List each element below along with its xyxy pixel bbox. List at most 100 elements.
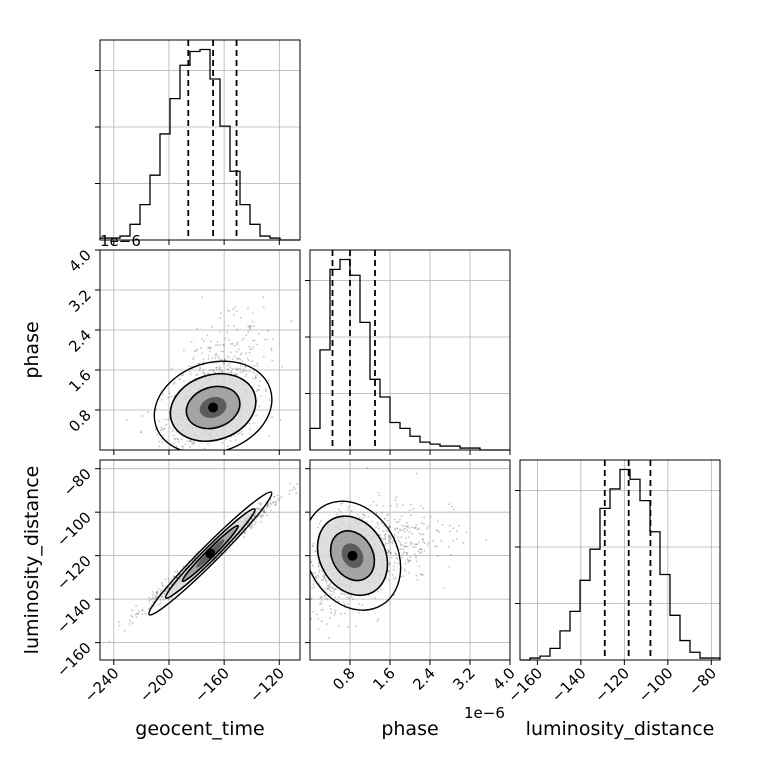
scatter-point-ph-ld-798 [346, 602, 349, 605]
scatter-point-gt-ph-53 [161, 398, 163, 401]
scatter-point-ph-ld-272 [434, 545, 437, 548]
scatter-point-gt-ld-158 [243, 531, 246, 534]
scatter-point-ph-ld-31 [337, 600, 340, 603]
scatter-point-gt-ph-185 [268, 379, 270, 382]
scatter-point-ph-ld-854 [326, 584, 329, 587]
scatter-point-ph-ld-756 [341, 502, 344, 505]
scatter-point-gt-ph-254 [201, 352, 203, 355]
scatter-point-ph-ld-380 [388, 526, 391, 529]
scatter-point-gt-ph-222 [253, 339, 256, 342]
scatter-point-gt-ld-263 [292, 486, 295, 488]
scatter-point-gt-ld-139 [141, 609, 144, 612]
scatter-point-gt-ph-36 [162, 428, 165, 431]
scatter-point-ph-ld-73 [421, 574, 424, 576]
scatter-point-gt-ld-355 [260, 516, 262, 518]
scatter-point-gt-ld-897 [152, 605, 155, 608]
scatter-point-ph-ld-353 [395, 521, 398, 524]
scatter-point-ph-ld-646 [355, 625, 358, 627]
scatter-point-ph-ld-176 [329, 608, 332, 610]
scatter-point-gt-ph-725 [186, 440, 189, 443]
scatter-point-ph-ld-454 [312, 542, 315, 545]
scatter-point-gt-ph-280 [220, 369, 223, 372]
scatter-point-ph-ld-396 [422, 507, 425, 510]
scatter-point-gt-ph-332 [175, 445, 178, 448]
ytick-label-ld-2: −120 [53, 552, 95, 594]
scatter-point-ph-ld-532 [377, 491, 380, 494]
scatter-point-gt-ph-28 [182, 446, 184, 448]
scatter-point-ph-ld-871 [386, 519, 389, 522]
scatter-point-gt-ph-104 [239, 358, 242, 361]
scatter-point-ph-ld-76 [397, 531, 400, 534]
scatter-point-ph-ld-633 [387, 530, 390, 533]
scatter-point-gt-ph-15 [239, 353, 242, 356]
scatter-point-ph-ld-734 [318, 569, 321, 572]
scatter-point-ph-ld-732 [419, 552, 421, 554]
scatter-point-gt-ph-209 [256, 388, 259, 391]
scatter-point-gt-ph-94 [193, 350, 196, 352]
scatter-point-gt-ld-755 [165, 590, 168, 592]
scatter-point-gt-ph-266 [221, 371, 224, 374]
scatter-point-gt-ph-878 [208, 369, 211, 372]
scatter-point-ph-ld-706 [394, 499, 397, 502]
scatter-point-gt-ld-725 [277, 499, 280, 501]
scatter-point-gt-ph-521 [222, 344, 225, 346]
ylabel-luminosity-distance: luminosity_distance [21, 466, 43, 655]
scatter-point-ph-ld-718 [380, 537, 383, 539]
scatter-point-ph-ld-57 [320, 595, 323, 598]
scatter-point-ph-ld-375 [406, 529, 408, 531]
scatter-point-gt-ph-468 [239, 317, 242, 319]
scatter-point-ph-ld-253 [372, 500, 375, 503]
scatter-point-gt-ld-12 [249, 526, 251, 529]
scatter-point-ph-ld-290 [332, 591, 335, 593]
scatter-point-ph-ld-879 [416, 543, 418, 546]
scatter-point-ph-ld-420 [331, 587, 334, 589]
scatter-point-gt-ph-818 [195, 374, 198, 376]
scatter-point-ph-ld-111 [388, 525, 390, 528]
scatter-point-ph-ld-811 [397, 536, 399, 538]
scatter-point-ph-ld-210 [406, 546, 409, 548]
scatter-point-ph-ld-713 [406, 526, 409, 529]
scatter-point-ph-ld-621 [313, 586, 316, 588]
scatter-point-gt-ph-79 [264, 388, 267, 391]
scatter-point-ph-ld-514 [400, 515, 403, 518]
scatter-point-gt-ph-586 [224, 337, 227, 340]
scatter-point-gt-ld-745 [159, 589, 162, 592]
scatter-point-ph-ld-142 [436, 529, 439, 532]
scatter-point-ph-ld-257 [417, 550, 420, 553]
scatter-point-gt-ld-577 [275, 501, 277, 504]
scatter-point-gt-ph-731 [218, 368, 221, 371]
scatter-point-ph-ld-535 [322, 579, 324, 582]
scatter-point-ph-ld-285 [378, 527, 380, 530]
scatter-point-ph-ld-97 [325, 587, 328, 590]
scatter-point-gt-ld-128 [243, 531, 246, 534]
histogram-step-ld [520, 468, 721, 661]
scatter-point-ph-ld-617 [388, 536, 390, 539]
scatter-point-gt-ph-38 [182, 373, 185, 376]
scatter-point-gt-ld-381 [258, 502, 261, 505]
scatter-point-gt-ph-819 [260, 395, 262, 397]
scatter-point-ph-ld-700 [331, 586, 334, 589]
scatter-point-ph-ld-263 [427, 542, 430, 545]
scatter-point-ph-ld-480 [366, 467, 369, 469]
density-peak-gt-ld [205, 548, 216, 559]
scatter-point-gt-ph-167 [248, 325, 251, 328]
scatter-point-gt-ph-739 [237, 368, 240, 371]
scatter-point-gt-ph-822 [163, 418, 166, 421]
scatter-point-gt-ph-544 [234, 367, 237, 370]
scatter-point-gt-ld-714 [182, 565, 185, 568]
xtick-label-ld-3: −100 [635, 664, 677, 706]
scatter-point-ph-ld-802 [352, 598, 354, 601]
scatter-point-ph-ld-311 [307, 495, 309, 497]
scatter-point-ph-ld-160 [304, 563, 306, 565]
scatter-point-ph-ld-852 [390, 552, 392, 555]
grid-lines [100, 40, 720, 660]
scatter-point-ph-ld-484 [326, 587, 329, 590]
scatter-point-ph-ld-370 [423, 523, 425, 526]
scatter-point-ph-ld-552 [448, 566, 451, 568]
scatter-point-ph-ld-654 [395, 553, 397, 556]
scatter-point-gt-ph-286 [252, 377, 254, 380]
scatter-point-gt-ph-302 [172, 428, 174, 431]
scatter-point-gt-ld-716 [136, 612, 138, 615]
scatter-point-gt-ld-302 [253, 523, 256, 526]
scatter-point-ph-ld-5 [387, 570, 390, 573]
